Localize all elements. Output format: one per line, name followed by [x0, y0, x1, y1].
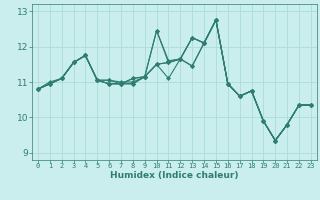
X-axis label: Humidex (Indice chaleur): Humidex (Indice chaleur): [110, 171, 239, 180]
